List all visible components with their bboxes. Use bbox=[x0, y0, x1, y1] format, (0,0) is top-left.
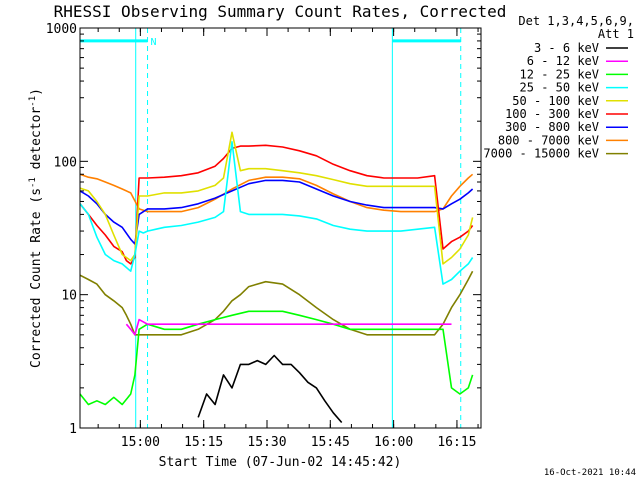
x-tick-label-5: 16:15 bbox=[437, 435, 476, 450]
legend-label-1: 6 - 12 keV bbox=[527, 54, 599, 68]
y-axis-label-prefix: Corrected Count Rate (s bbox=[29, 188, 44, 368]
legend-label-4: 50 - 100 keV bbox=[512, 94, 599, 108]
y-axis-label-suffix: ) bbox=[29, 88, 44, 96]
legend-label-6: 300 - 800 keV bbox=[505, 120, 599, 134]
plot-frame bbox=[79, 27, 482, 429]
legend-header-line-2: Att 1 bbox=[598, 27, 634, 41]
legend-header-line-1: Det 1,3,4,5,6,9, bbox=[518, 14, 634, 28]
series-line-4 bbox=[79, 131, 474, 265]
series-line-5 bbox=[79, 144, 474, 265]
plot-area: N bbox=[79, 28, 474, 428]
series-line-7 bbox=[79, 173, 474, 213]
y-tick-label-1: 10 bbox=[61, 289, 77, 304]
y-tick-label-3: 1000 bbox=[46, 22, 77, 37]
x-axis-label: Start Time (07-Jun-02 14:45:42) bbox=[159, 455, 402, 470]
y-tick-label-0: 1 bbox=[69, 422, 77, 437]
series-line-8 bbox=[79, 270, 474, 336]
y-tick-label-2: 100 bbox=[54, 155, 77, 170]
legend-label-0: 3 - 6 keV bbox=[534, 41, 599, 55]
series-line-0 bbox=[197, 354, 343, 424]
x-tick-label-3: 15:45 bbox=[311, 435, 350, 450]
footer-timestamp: 16-Oct-2021 10:44 bbox=[544, 468, 636, 478]
x-tick-label-1: 15:15 bbox=[184, 435, 223, 450]
x-tick-label-4: 16:00 bbox=[374, 435, 413, 450]
series-line-3 bbox=[79, 141, 474, 285]
y-axis-label-sup1: -1 bbox=[28, 177, 38, 188]
series-line-2 bbox=[79, 310, 474, 406]
legend-label-5: 100 - 300 keV bbox=[505, 107, 599, 121]
legend-label-2: 12 - 25 keV bbox=[520, 67, 599, 81]
y-axis-label-sup2: -1 bbox=[28, 96, 38, 107]
series-line-6 bbox=[79, 179, 474, 245]
y-axis: 1 10 100 1000 bbox=[46, 22, 481, 437]
x-tick-label-2: 15:30 bbox=[247, 435, 286, 450]
attenuator-flag-label: N bbox=[151, 37, 157, 48]
chart-title: RHESSI Observing Summary Count Rates, Co… bbox=[54, 2, 507, 21]
series-line-1 bbox=[125, 318, 452, 336]
legend-label-3: 25 - 50 keV bbox=[520, 81, 599, 95]
x-axis: 15:00 15:15 15:30 15:45 16:00 16:15 bbox=[97, 28, 479, 450]
legend-label-7: 800 - 7000 keV bbox=[498, 133, 599, 147]
legend-label-8: 7000 - 15000 keV bbox=[483, 147, 599, 161]
y-axis-label-mid: detector bbox=[29, 107, 44, 178]
x-tick-label-0: 15:00 bbox=[121, 435, 160, 450]
y-axis-label: Corrected Count Rate (s-1 detector-1) bbox=[28, 88, 44, 368]
